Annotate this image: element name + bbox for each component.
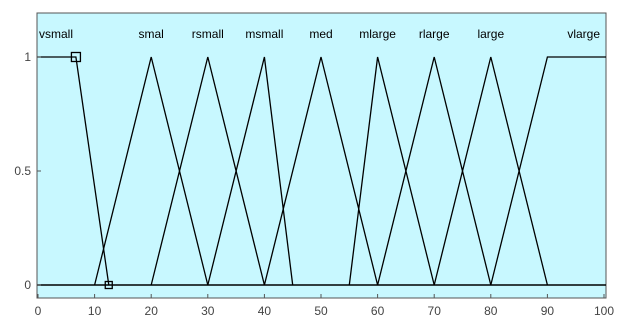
- y-tick-label: 0.5: [14, 164, 31, 178]
- x-tick-label: 90: [541, 304, 555, 318]
- marker-square[interactable]: [70, 51, 82, 63]
- x-tick-label: 0: [35, 304, 42, 318]
- x-tick-label: 80: [484, 304, 498, 318]
- mf-line-vsmall: [37, 56, 110, 286]
- x-tick-label: 40: [258, 304, 272, 318]
- membership-labels: vsmall smal rsmall msmall med mlarge rlarge lar…: [39, 27, 600, 41]
- x-tick-label: 70: [428, 304, 442, 318]
- y-axis: 00.51: [14, 50, 41, 292]
- x-tick-label: 10: [88, 304, 102, 318]
- mf-label-rsmall: rsmall: [192, 27, 224, 41]
- marker-square[interactable]: [104, 280, 113, 290]
- mf-line-large: [433, 56, 549, 286]
- y-tick-label: 0: [24, 278, 31, 292]
- mf-line-mlarge: [348, 56, 435, 286]
- mf-label-med: med: [309, 27, 332, 41]
- membership-lines: [37, 56, 606, 286]
- mf-label-rlarge: rlarge: [419, 27, 450, 41]
- selection-markers: [70, 51, 113, 290]
- x-tick-label: 50: [314, 304, 328, 318]
- x-tick-label: 100: [594, 304, 614, 318]
- mf-label-large: large: [477, 27, 504, 41]
- x-axis: 0 10 20 30 40 50 60 70 80 90 100: [35, 294, 614, 318]
- mf-label-smal: smal: [139, 27, 164, 41]
- mf-line-smal: [93, 56, 209, 286]
- mf-label-vlarge: vlarge: [567, 27, 600, 41]
- mf-line-rsmall: [150, 56, 266, 286]
- mf-label-mlarge: mlarge: [359, 27, 396, 41]
- mf-line-rlarge: [376, 56, 492, 286]
- x-tick-label: 60: [371, 304, 385, 318]
- plot-area: [36, 12, 607, 299]
- mf-label-vsmall: vsmall: [39, 27, 73, 41]
- mf-line-vlarge: [490, 56, 606, 286]
- mf-label-msmall: msmall: [245, 27, 283, 41]
- x-tick-label: 20: [145, 304, 159, 318]
- y-tick-label: 1: [24, 50, 31, 64]
- x-tick-label: 30: [201, 304, 215, 318]
